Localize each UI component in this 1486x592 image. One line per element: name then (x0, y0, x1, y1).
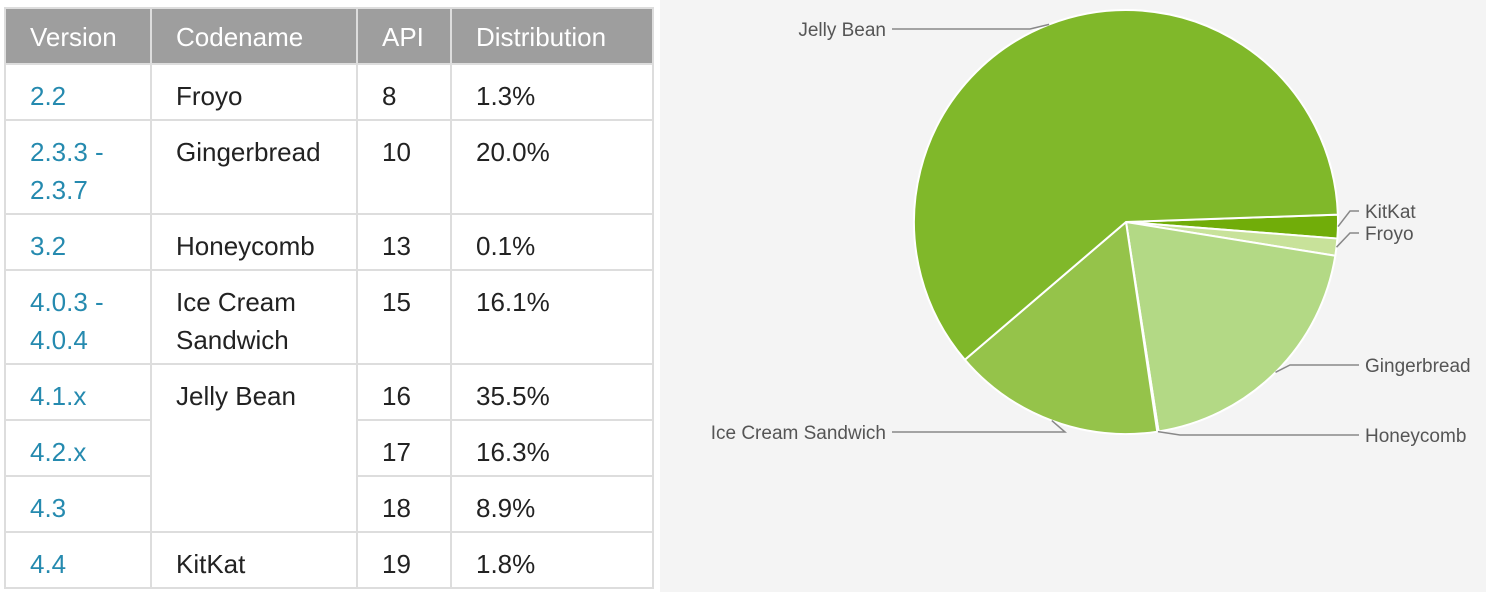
distribution-cell: 1.8% (450, 531, 654, 589)
codename-cell: KitKat (150, 531, 358, 589)
table-row: 4.3 18 8.9% (4, 475, 654, 533)
version-cell[interactable]: 4.0.3 - 4.0.4 (4, 269, 152, 365)
version-cell[interactable]: 4.4 (4, 531, 152, 589)
header-api: API (356, 7, 452, 65)
pie-slices (913, 9, 1339, 435)
table-header-row: Version Codename API Distribution (4, 7, 654, 65)
distribution-cell: 16.3% (450, 419, 654, 477)
distribution-cell: 1.3% (450, 63, 654, 121)
slice-label-kitkat: KitKat (1365, 202, 1416, 223)
api-cell: 10 (356, 119, 452, 215)
version-cell[interactable]: 4.2.x (4, 419, 152, 477)
pie-slice-jelly-bean[interactable] (913, 9, 1339, 362)
distribution-cell: 8.9% (450, 475, 654, 533)
slice-label-jelly-bean: Jelly Bean (798, 20, 886, 41)
api-cell: 16 (356, 363, 452, 421)
pie-chart-panel: KitKat Froyo Gingerbread Honeycomb Ice Cream… (660, 0, 1486, 592)
api-cell: 18 (356, 475, 452, 533)
slice-label-ice-cream-sandwich: Ice Cream Sandwich (711, 423, 886, 444)
codename-cell: Ice Cream Sandwich (150, 269, 358, 365)
header-codename: Codename (150, 7, 358, 65)
version-cell[interactable]: 4.3 (4, 475, 152, 533)
pie-slice-ice-cream-sandwich[interactable] (963, 220, 1159, 435)
slice-label-gingerbread: Gingerbread (1365, 356, 1471, 377)
table-row: 4.2.x 17 16.3% (4, 419, 654, 477)
distribution-cell: 35.5% (450, 363, 654, 421)
callout-line-froyo (1335, 232, 1359, 248)
distribution-cell: 0.1% (450, 213, 654, 271)
api-cell: 15 (356, 269, 452, 365)
codename-cell: Honeycomb (150, 213, 358, 271)
version-cell[interactable]: 3.2 (4, 213, 152, 271)
distribution-cell: 16.1% (450, 269, 654, 365)
api-cell: 19 (356, 531, 452, 589)
callout-line-jelly-bean (892, 23, 1050, 30)
table-row: 4.4 KitKat 19 1.8% (4, 531, 654, 589)
slice-label-honeycomb: Honeycomb (1365, 426, 1466, 447)
version-cell[interactable]: 2.3.3 - 2.3.7 (4, 119, 152, 215)
table-row: 4.1.x Jelly Bean 16 35.5% (4, 363, 654, 533)
version-cell[interactable]: 2.2 (4, 63, 152, 121)
api-cell: 17 (356, 419, 452, 477)
table-row: 2.2 Froyo 8 1.3% (4, 63, 654, 121)
header-version: Version (4, 7, 152, 65)
callout-line-gingerbread (1275, 364, 1359, 373)
codename-cell: Froyo (150, 63, 358, 121)
distribution-cell: 20.0% (450, 119, 654, 215)
api-cell: 8 (356, 63, 452, 121)
table-row: 4.0.3 - 4.0.4 Ice Cream Sandwich 15 16.1… (4, 269, 654, 365)
callout-line-kitkat (1337, 210, 1359, 228)
version-cell[interactable]: 4.1.x (4, 363, 152, 421)
pie-slice-gingerbread[interactable] (1124, 220, 1337, 433)
header-distribution: Distribution (450, 7, 654, 65)
codename-cell: Gingerbread (150, 119, 358, 215)
api-cell: 13 (356, 213, 452, 271)
callout-line-ice-cream-sandwich (892, 420, 1068, 433)
codename-cell: Jelly Bean (150, 363, 358, 533)
distribution-table: Version Codename API Distribution 2.2 Fr… (4, 7, 654, 589)
table-row: 3.2 Honeycomb 13 0.1% (4, 213, 654, 271)
slice-label-froyo: Froyo (1365, 224, 1414, 245)
callout-line-honeycomb (1157, 430, 1359, 436)
table-row: 2.3.3 - 2.3.7 Gingerbread 10 20.0% (4, 119, 654, 215)
